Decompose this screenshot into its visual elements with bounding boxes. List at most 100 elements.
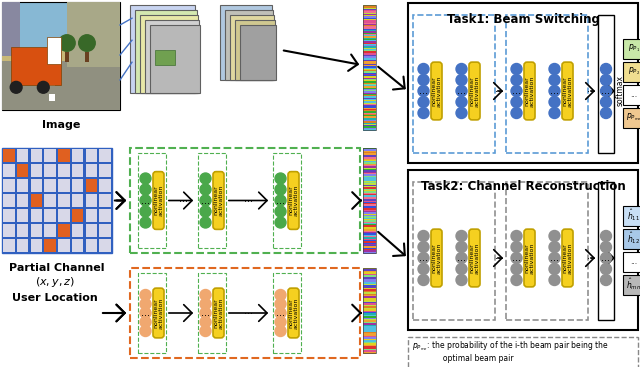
FancyBboxPatch shape: [363, 111, 376, 113]
FancyBboxPatch shape: [58, 209, 70, 222]
Circle shape: [418, 252, 429, 264]
Circle shape: [511, 86, 522, 97]
FancyBboxPatch shape: [31, 239, 42, 252]
FancyBboxPatch shape: [230, 15, 274, 80]
FancyBboxPatch shape: [363, 325, 376, 327]
FancyBboxPatch shape: [363, 68, 376, 69]
FancyBboxPatch shape: [363, 291, 376, 292]
FancyBboxPatch shape: [363, 119, 376, 120]
FancyBboxPatch shape: [58, 239, 70, 252]
FancyBboxPatch shape: [363, 30, 376, 32]
FancyBboxPatch shape: [363, 117, 376, 119]
Text: ...: ...: [201, 196, 210, 206]
Circle shape: [418, 108, 429, 119]
FancyBboxPatch shape: [363, 175, 376, 177]
Text: nonlinear
activation: nonlinear activation: [288, 297, 299, 329]
Text: $\hat{h}_{mn}$: $\hat{h}_{mn}$: [627, 276, 640, 292]
FancyBboxPatch shape: [145, 20, 199, 93]
FancyBboxPatch shape: [363, 61, 376, 63]
FancyBboxPatch shape: [363, 66, 376, 68]
FancyBboxPatch shape: [363, 94, 376, 95]
Circle shape: [511, 63, 522, 75]
FancyBboxPatch shape: [363, 220, 376, 222]
FancyBboxPatch shape: [363, 252, 376, 254]
FancyBboxPatch shape: [3, 224, 15, 237]
FancyBboxPatch shape: [363, 7, 376, 9]
FancyBboxPatch shape: [363, 271, 376, 273]
FancyBboxPatch shape: [363, 36, 376, 38]
FancyBboxPatch shape: [363, 96, 376, 98]
Text: $\hat{h}_{12}$: $\hat{h}_{12}$: [627, 230, 640, 247]
Circle shape: [418, 275, 429, 286]
Circle shape: [200, 308, 211, 319]
FancyBboxPatch shape: [623, 275, 640, 294]
FancyBboxPatch shape: [2, 61, 120, 110]
FancyBboxPatch shape: [363, 18, 376, 19]
FancyBboxPatch shape: [363, 323, 376, 325]
FancyBboxPatch shape: [363, 160, 376, 161]
Circle shape: [200, 184, 211, 195]
Text: ...: ...: [588, 251, 596, 261]
FancyBboxPatch shape: [3, 209, 15, 222]
Circle shape: [418, 63, 429, 75]
FancyBboxPatch shape: [363, 330, 376, 332]
FancyBboxPatch shape: [240, 25, 276, 80]
FancyBboxPatch shape: [363, 219, 376, 221]
FancyBboxPatch shape: [86, 179, 97, 192]
FancyBboxPatch shape: [363, 123, 376, 124]
Circle shape: [200, 217, 211, 228]
FancyBboxPatch shape: [408, 170, 638, 330]
FancyBboxPatch shape: [363, 100, 376, 102]
FancyBboxPatch shape: [408, 3, 638, 163]
Circle shape: [600, 108, 611, 119]
FancyBboxPatch shape: [431, 229, 442, 287]
Circle shape: [140, 308, 151, 319]
FancyBboxPatch shape: [363, 282, 376, 284]
FancyBboxPatch shape: [363, 339, 376, 341]
FancyBboxPatch shape: [363, 74, 376, 76]
FancyBboxPatch shape: [363, 104, 376, 105]
FancyBboxPatch shape: [135, 10, 197, 93]
FancyBboxPatch shape: [363, 90, 376, 92]
FancyBboxPatch shape: [469, 229, 480, 287]
FancyBboxPatch shape: [44, 149, 56, 162]
FancyBboxPatch shape: [155, 50, 175, 65]
Text: ...: ...: [602, 86, 611, 96]
FancyBboxPatch shape: [363, 229, 376, 231]
FancyBboxPatch shape: [363, 89, 376, 91]
FancyBboxPatch shape: [363, 346, 376, 348]
FancyBboxPatch shape: [363, 250, 376, 252]
Text: softmax: softmax: [616, 76, 625, 106]
Circle shape: [456, 264, 467, 275]
FancyBboxPatch shape: [363, 99, 376, 101]
Circle shape: [600, 86, 611, 97]
FancyBboxPatch shape: [363, 274, 376, 276]
Circle shape: [600, 275, 611, 286]
Circle shape: [549, 241, 560, 252]
FancyBboxPatch shape: [363, 206, 376, 208]
FancyBboxPatch shape: [363, 161, 376, 163]
Circle shape: [511, 75, 522, 86]
Circle shape: [59, 35, 75, 51]
FancyBboxPatch shape: [363, 113, 376, 114]
FancyBboxPatch shape: [363, 47, 376, 49]
Circle shape: [275, 308, 286, 319]
FancyBboxPatch shape: [363, 279, 376, 281]
FancyBboxPatch shape: [363, 124, 376, 126]
FancyBboxPatch shape: [363, 40, 376, 42]
FancyBboxPatch shape: [363, 350, 376, 352]
Circle shape: [511, 108, 522, 119]
Text: ...: ...: [276, 196, 285, 206]
Text: nonlinear
activation: nonlinear activation: [153, 185, 164, 216]
FancyBboxPatch shape: [623, 62, 640, 81]
FancyBboxPatch shape: [363, 345, 376, 346]
FancyBboxPatch shape: [363, 228, 376, 230]
FancyBboxPatch shape: [363, 85, 376, 87]
FancyBboxPatch shape: [363, 302, 376, 304]
FancyBboxPatch shape: [86, 209, 97, 222]
FancyBboxPatch shape: [363, 26, 376, 28]
FancyBboxPatch shape: [363, 73, 376, 74]
FancyBboxPatch shape: [363, 109, 376, 110]
Circle shape: [200, 195, 211, 206]
Circle shape: [549, 86, 560, 97]
